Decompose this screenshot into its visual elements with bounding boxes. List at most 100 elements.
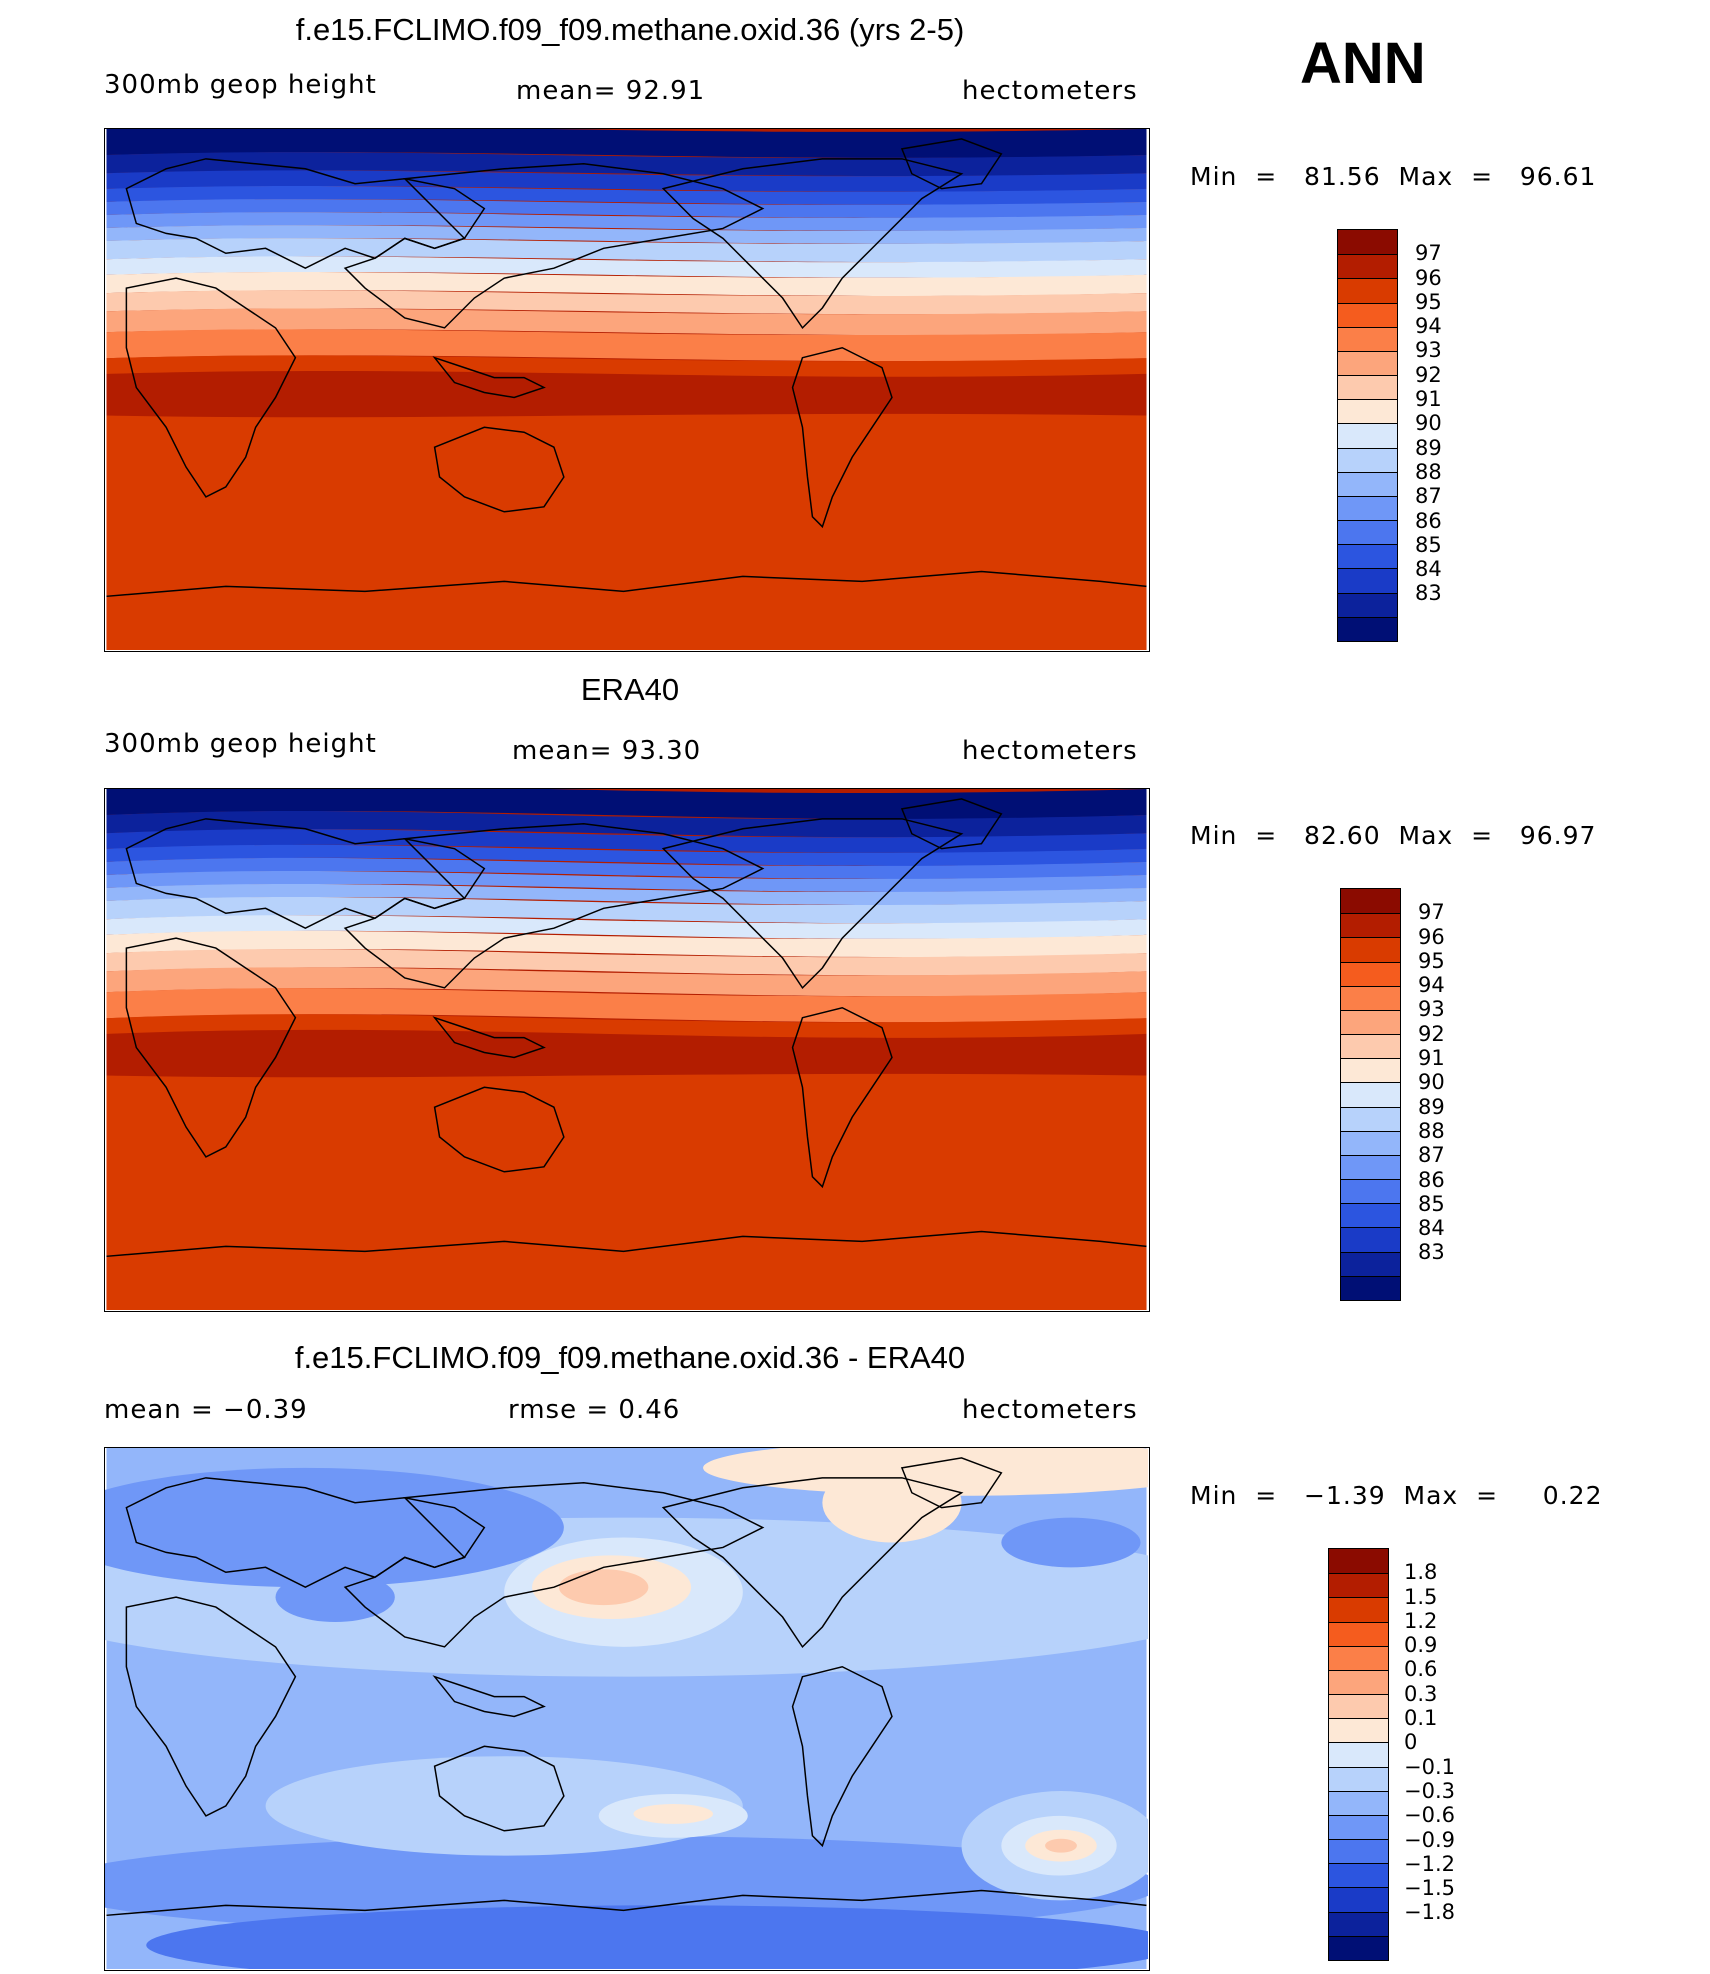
colorbar-swatch <box>1329 1549 1388 1574</box>
coastline <box>106 1889 1147 1917</box>
field-band <box>106 896 1147 924</box>
colorbar-tick-label: −0.1 <box>1404 1754 1455 1779</box>
colorbar-tick-label: 97 <box>1415 241 1442 266</box>
map-panel-model <box>104 128 1150 652</box>
colorbar-swatch <box>1341 1203 1400 1228</box>
colorbar-swatch <box>1338 568 1397 593</box>
field-band <box>106 225 1147 244</box>
colorbar-swatch <box>1329 1573 1388 1598</box>
field-band <box>106 988 1147 1023</box>
colorbar-tick-label: 84 <box>1418 1216 1445 1241</box>
colorbar-swatch <box>1329 1742 1388 1767</box>
colorbar-tick-label: 96 <box>1418 924 1445 949</box>
colorbar-swatch <box>1341 889 1400 914</box>
colorbar-swatch <box>1341 1154 1400 1180</box>
colorbar-tick-label: 85 <box>1415 532 1442 557</box>
colorbar-swatch <box>1329 1887 1388 1912</box>
colorbar-swatch <box>1329 1839 1388 1864</box>
colorbar-swatch <box>1329 1645 1388 1670</box>
colorbar-tick-label: 89 <box>1418 1094 1445 1119</box>
colorbar-swatch <box>1338 399 1397 424</box>
panel-mean-diff: mean = −0.39 <box>104 1395 308 1425</box>
coastline <box>343 1482 765 1648</box>
field-band <box>106 883 1147 906</box>
coastline <box>432 1016 546 1059</box>
coastline <box>433 426 565 513</box>
colorbar-tick-label: 0.9 <box>1404 1633 1438 1658</box>
colorbar-tick-label: 92 <box>1418 1021 1445 1046</box>
coastline <box>900 798 1003 850</box>
colorbar-swatch <box>1341 961 1400 986</box>
coastline <box>791 1665 893 1848</box>
colorbar-diff <box>1328 1548 1389 1961</box>
map-field-model <box>106 129 1147 650</box>
colorbar-tick-label: −1.5 <box>1404 1876 1455 1901</box>
field-band <box>106 355 1147 377</box>
colorbar-swatch <box>1341 1227 1400 1252</box>
colorbar-swatch <box>1329 1790 1388 1815</box>
colorbar-swatch <box>1329 1766 1388 1791</box>
colorbar-swatch <box>1329 1621 1388 1646</box>
colorbar-swatch <box>1329 1718 1388 1743</box>
panel-left-label-model: 300mb geop height <box>104 70 377 100</box>
coastline <box>432 356 546 399</box>
colorbar-tick-label: 85 <box>1418 1191 1445 1216</box>
colorbar-swatch <box>1338 302 1397 327</box>
field-band <box>106 829 1147 853</box>
colorbar-swatch <box>1338 471 1397 496</box>
map-panel-obs <box>104 788 1150 1312</box>
colorbar-tick-label: 91 <box>1418 1046 1445 1071</box>
colorbar-tick-label: 96 <box>1415 265 1442 290</box>
colorbar-tick-label: 0.1 <box>1404 1706 1438 1731</box>
colorbar-tick-label: 87 <box>1418 1143 1445 1168</box>
colorbar-tick-label: 83 <box>1418 1240 1445 1265</box>
field-band <box>822 1462 962 1543</box>
colorbar-swatch <box>1338 495 1397 521</box>
colorbar-tick-label: −0.9 <box>1404 1827 1455 1852</box>
colorbar-tick-label: −1.8 <box>1404 1900 1455 1925</box>
colorbar-swatch <box>1338 278 1397 303</box>
coastline <box>900 1457 1003 1509</box>
field-band <box>106 212 1147 231</box>
colorbar-tick-label: 93 <box>1415 338 1442 363</box>
colorbar-tick-label: 88 <box>1418 1118 1445 1143</box>
panel-title-obs: ERA40 <box>580 672 680 707</box>
colorbar-tick-label: 87 <box>1415 484 1442 509</box>
colorbar-tick-label: 83 <box>1415 581 1442 606</box>
coastline <box>106 1230 1147 1258</box>
colorbar-swatch <box>1338 254 1397 279</box>
field-band <box>106 857 1147 879</box>
colorbar-tick-label: 91 <box>1415 387 1442 412</box>
colorbar-tick-label: 89 <box>1415 435 1442 460</box>
colorbar-tick-label: −0.6 <box>1404 1803 1455 1828</box>
field-band <box>1045 1838 1077 1853</box>
field-band <box>1001 1517 1141 1568</box>
colorbar-tick-label: 93 <box>1418 997 1445 1022</box>
colorbar-tick-label: 94 <box>1415 314 1442 339</box>
colorbar-swatch <box>1338 616 1397 641</box>
field-band <box>106 199 1147 218</box>
coastline <box>661 1477 964 1649</box>
field-band <box>106 170 1147 192</box>
coastline <box>433 1745 565 1832</box>
colorbar-swatch <box>1329 1694 1388 1719</box>
map-field-diff <box>105 1448 1148 1969</box>
minmax-obs: Min = 82.60 Max = 96.97 <box>1190 821 1597 850</box>
panel-rmse-diff: rmse = 0.46 <box>508 1395 681 1425</box>
colorbar-swatch <box>1341 913 1400 938</box>
panel-left-label-obs: 300mb geop height <box>104 729 377 759</box>
coastline <box>106 570 1147 598</box>
colorbar-tick-label: 88 <box>1415 459 1442 484</box>
colorbar-swatch <box>1338 423 1397 448</box>
map-panel-diff <box>104 1447 1150 1971</box>
colorbar-swatch <box>1329 1814 1388 1840</box>
colorbar-tick-label: 95 <box>1415 289 1442 314</box>
field-band <box>106 1014 1147 1038</box>
field-band <box>106 967 1147 997</box>
colorbar-tick-label: 95 <box>1418 948 1445 973</box>
colorbar-tick-label: 1.8 <box>1404 1560 1438 1585</box>
colorbar-swatch <box>1329 1597 1388 1622</box>
colorbar-tick-label: 90 <box>1415 411 1442 436</box>
colorbar-tick-label: 97 <box>1418 900 1445 925</box>
colorbar-swatch <box>1338 230 1397 255</box>
